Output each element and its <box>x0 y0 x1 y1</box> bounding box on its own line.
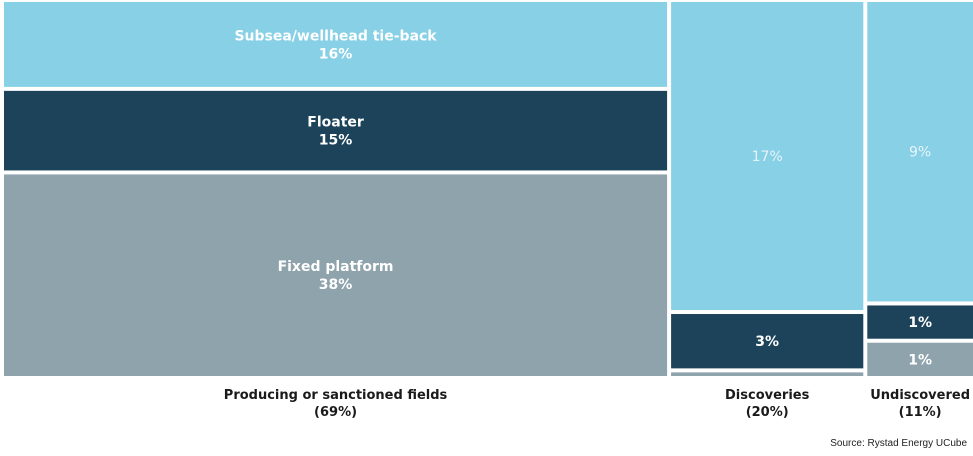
cell-value-2-fixed: 1% <box>908 352 932 368</box>
cell-1-fixed <box>671 372 864 376</box>
column-share-2: (11%) <box>899 405 942 420</box>
cell-value-2-subsea: 9% <box>909 145 931 161</box>
source-note: Source: Rystad Energy UCube <box>830 438 967 449</box>
cell-2-fixed <box>867 342 973 376</box>
cell-name-0-fixed: Fixed platform <box>278 259 394 275</box>
cell-2-subsea <box>867 2 973 302</box>
cell-value-0-subsea: 16% <box>319 46 353 62</box>
cell-name-0-subsea: Subsea/wellhead tie-back <box>234 28 437 44</box>
cell-value-2-floater: 1% <box>908 315 932 331</box>
cell-1-subsea <box>671 2 864 311</box>
cell-1-floater <box>671 314 864 369</box>
cell-2-floater <box>867 305 973 339</box>
cell-value-1-subsea: 17% <box>752 149 783 165</box>
column-share-0: (69%) <box>314 405 357 420</box>
cell-value-0-floater: 15% <box>319 133 353 149</box>
cell-name-0-floater: Floater <box>307 115 364 131</box>
column-label-2: Undiscovered <box>870 388 970 403</box>
cell-0-subsea <box>4 2 668 87</box>
column-share-1: (20%) <box>746 405 789 420</box>
cell-0-floater <box>4 90 668 171</box>
cell-value-1-floater: 3% <box>755 334 779 350</box>
cell-0-fixed <box>4 174 668 376</box>
column-label-0: Producing or sanctioned fields <box>224 388 448 403</box>
cell-value-0-fixed: 38% <box>319 277 353 293</box>
column-label-1: Discoveries <box>725 388 810 403</box>
